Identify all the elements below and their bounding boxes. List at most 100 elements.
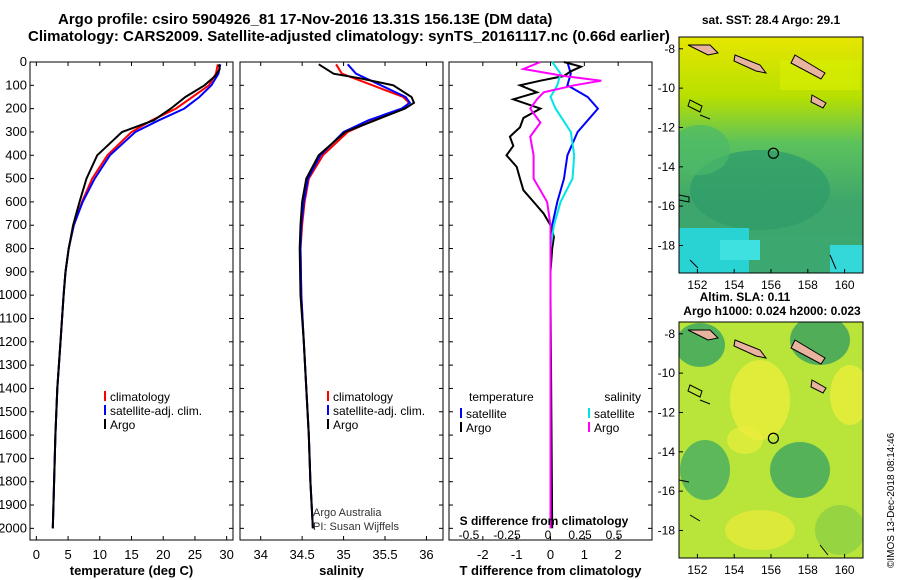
map-y-tick-label: -10	[658, 81, 676, 95]
y-tick-label: 1800	[0, 474, 27, 489]
top-tick-label: -0.25	[493, 528, 521, 542]
legend-label: Argo	[333, 418, 359, 432]
y-tick-label: 1200	[0, 334, 27, 349]
legend-label: climatology	[110, 390, 170, 404]
legend-label: Argo	[110, 418, 136, 432]
panel-frame	[29, 61, 234, 541]
x-tick-label: 35.5	[372, 547, 397, 562]
map-y-tick-label: -14	[658, 445, 676, 459]
map-y-tick-label: -8	[664, 42, 675, 56]
map-x-tick-label: 152	[687, 278, 707, 292]
legend-title: salinity	[604, 390, 641, 404]
map-y-tick-label: -8	[664, 327, 675, 341]
map-x-tick-label: 156	[761, 278, 781, 292]
map-y-tick-label: -10	[658, 366, 676, 380]
legend-label: satellite	[594, 407, 635, 421]
legend-label: Argo	[594, 421, 620, 435]
map-x-tick-label: 160	[835, 563, 855, 577]
y-tick-label: 100	[5, 77, 27, 92]
series-s-argo	[519, 61, 602, 529]
y-tick-label: 0	[20, 54, 27, 69]
profile-panel-0: 0100200300400500600700800900100011001200…	[0, 54, 234, 578]
top-tick-label: 0.25	[568, 528, 592, 542]
series-argo	[298, 63, 416, 529]
credit-stamp: ©IMOS 13-Dec-2018 08:14:46	[886, 432, 897, 568]
legend-label: satellite	[466, 407, 507, 421]
series-argo	[51, 64, 221, 529]
profile-panel-2: -2 -1 0 1 2T difference from climatology	[448, 61, 653, 578]
map-y-tick-label: -12	[658, 405, 676, 419]
map-y-tick-label: -18	[658, 523, 676, 537]
x-tick-label: 1	[581, 547, 588, 562]
y-tick-label: 1400	[0, 380, 27, 395]
x-tick-label: 25	[188, 547, 202, 562]
top-axis-label: S difference from climatology	[460, 514, 629, 528]
sla-map-islands	[687, 329, 827, 394]
y-tick-label: 1300	[0, 357, 27, 372]
y-tick-label: 2000	[0, 520, 27, 535]
map-x-tick-label: 154	[724, 563, 744, 577]
x-tick-label: 5	[64, 547, 71, 562]
panel-frame	[239, 61, 444, 541]
y-tick-label: 600	[5, 194, 27, 209]
x-tick-label: 34	[253, 547, 267, 562]
x-tick-label: 15	[124, 547, 138, 562]
x-tick-label: 0	[33, 547, 40, 562]
x-tick-label: 2	[615, 547, 622, 562]
x-tick-label: 0	[547, 547, 554, 562]
map-y-tick-label: -16	[658, 484, 676, 498]
x-tick-label: 35	[336, 547, 350, 562]
sst-map-patches	[679, 44, 863, 273]
sst-map-title: sat. SST: 28.4 Argo: 29.1	[702, 13, 841, 27]
top-tick-label: -0.5	[459, 528, 480, 542]
map-x-tick-label: 152	[687, 563, 707, 577]
legend-label: satellite-adj. clim.	[110, 404, 202, 418]
sla-map-title: Altim. SLA: 0.11	[700, 290, 791, 304]
x-tick-label: 30	[219, 547, 233, 562]
figure-title-line1: Argo profile: csiro 5904926_81 17-Nov-20…	[58, 11, 553, 28]
y-tick-label: 400	[5, 147, 27, 162]
map-x-tick-label: 154	[724, 278, 744, 292]
x-tick-label: 10	[93, 547, 107, 562]
map-x-tick-label: 160	[835, 278, 855, 292]
sla-argo-position-marker	[767, 432, 779, 444]
y-tick-label: 1000	[0, 287, 27, 302]
top-tick-label: 0	[545, 528, 552, 542]
profile-panel-1: 34 34.5 35 35.5 36 salinity	[239, 61, 444, 578]
y-tick-label: 500	[5, 171, 27, 186]
sst-argo-position-marker	[767, 147, 779, 159]
map-y-tick-label: -16	[658, 199, 676, 213]
difference-legends: temperature salinitysatelliteArgosatellit…	[459, 390, 641, 542]
sla-map: 152 154 156 158 160 -8 -10 -12 -14 -16 -18	[658, 321, 864, 577]
top-tick-label: 0.5	[606, 528, 623, 542]
legend-title: temperature	[469, 390, 534, 404]
y-tick-label: 300	[5, 124, 27, 139]
x-tick-label: -2	[477, 547, 489, 562]
x-axis-label: salinity	[319, 563, 365, 578]
y-tick-label: 1700	[0, 450, 27, 465]
map-y-tick-label: -12	[658, 120, 676, 134]
panel-annotation: PI: Susan Wijffels	[313, 521, 399, 533]
legend-label: satellite-adj. clim.	[333, 404, 425, 418]
x-tick-label: 36	[419, 547, 433, 562]
sst-map: 152 154 156 158 160 -8 -10 -12 -14 -16 -18	[658, 36, 864, 292]
credit-text: ©IMOS 13-Dec-2018 08:14:46	[886, 432, 897, 568]
y-tick-label: 700	[5, 217, 27, 232]
map-x-tick-label: 156	[761, 563, 781, 577]
y-tick-label: 1100	[0, 310, 27, 325]
y-tick-label: 1900	[0, 497, 27, 512]
figure-title-line2: Climatology: CARS2009. Satellite-adjuste…	[28, 28, 670, 45]
x-tick-label: -1	[511, 547, 523, 562]
y-tick-label: 1600	[0, 427, 27, 442]
panel-annotation: Argo Australia	[313, 507, 382, 519]
y-tick-label: 900	[5, 264, 27, 279]
x-tick-label: 34.5	[289, 547, 314, 562]
legend-label: Argo	[466, 421, 492, 435]
x-tick-label: 20	[156, 547, 170, 562]
y-tick-label: 1500	[0, 404, 27, 419]
x-axis-label: temperature (deg C)	[70, 563, 194, 578]
sla-map-subtitle: Argo h1000: 0.024 h2000: 0.023	[683, 304, 861, 318]
